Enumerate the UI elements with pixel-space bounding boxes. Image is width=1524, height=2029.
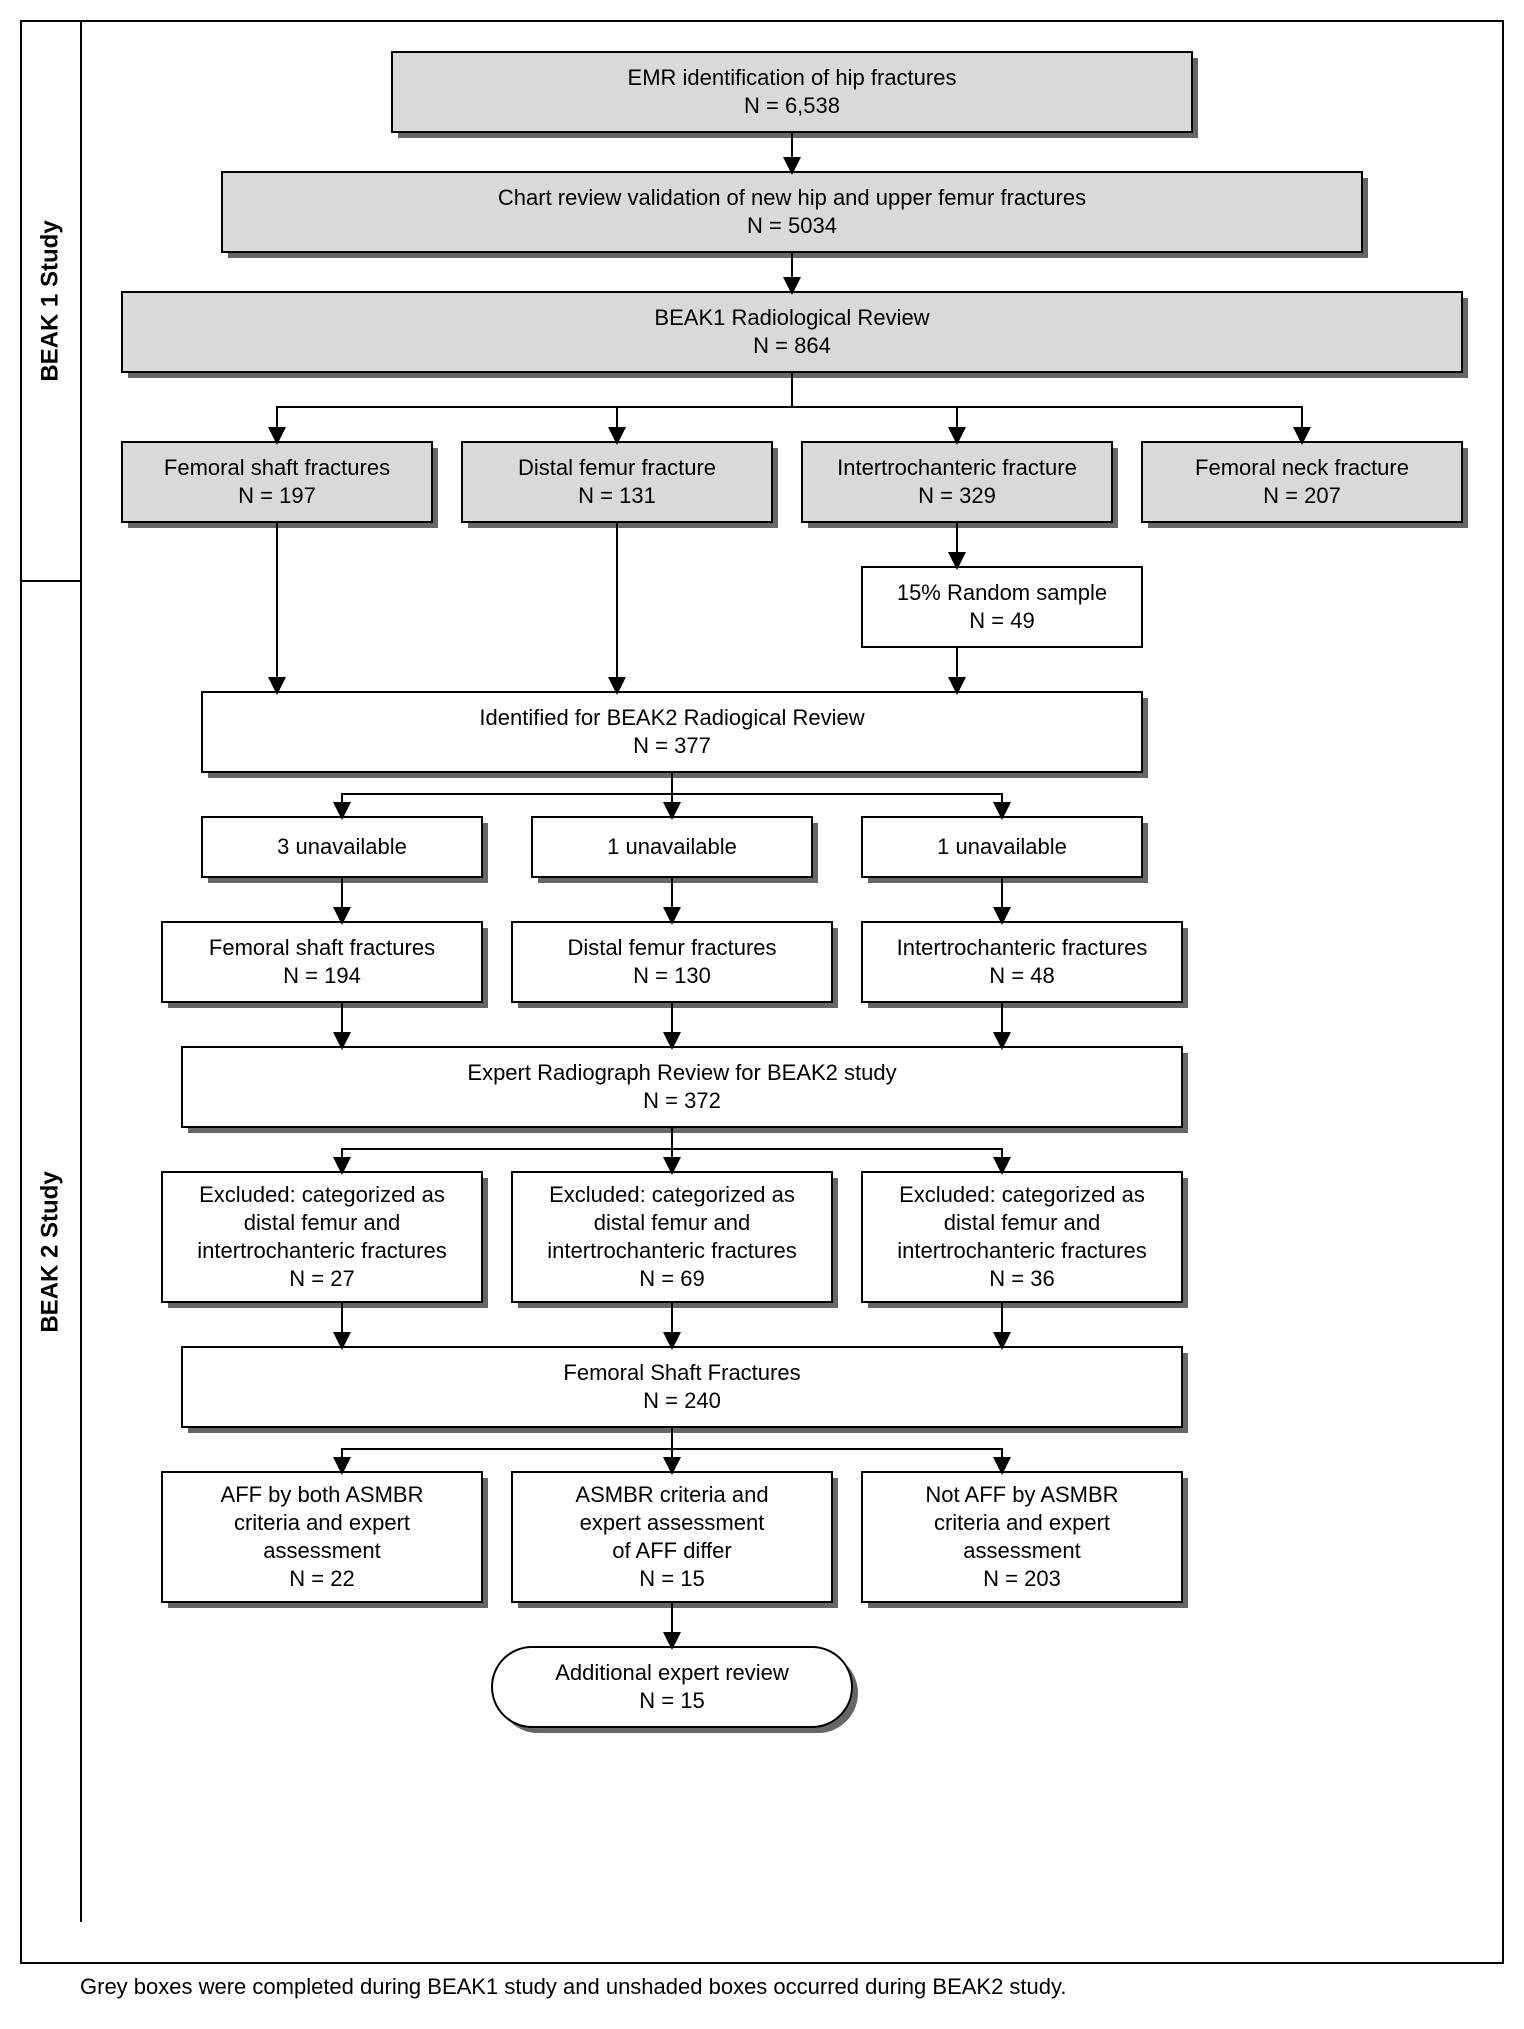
node-n12c-line2: criteria and expert [934, 1510, 1110, 1535]
node-n8c [862, 922, 1182, 1002]
node-n4a-line1: Femoral shaft fractures [164, 455, 390, 480]
edge [672, 1427, 1002, 1472]
node-n8b [512, 922, 832, 1002]
node-n8b-line2: N = 130 [633, 963, 711, 988]
node-n11 [182, 1347, 1182, 1427]
node-n4a [122, 442, 432, 522]
node-n8a [162, 922, 482, 1002]
node-n7a-line1: 3 unavailable [277, 834, 407, 859]
node-n4d-line2: N = 207 [1263, 483, 1341, 508]
flowchart-content: EMR identification of hip fractures N = 6… [82, 22, 1502, 1962]
sidebar-beak1-label: BEAK 1 Study [37, 220, 65, 381]
node-n12b-line2: expert assessment [580, 1510, 765, 1535]
node-n2 [222, 172, 1362, 252]
node-n7c-line1: 1 unavailable [937, 834, 1067, 859]
node-n7b-line1: 1 unavailable [607, 834, 737, 859]
node-n9-line2: N = 372 [643, 1088, 721, 1113]
node-n1-line1: EMR identification of hip fractures [628, 65, 957, 90]
node-n11-line2: N = 240 [643, 1388, 721, 1413]
sidebar-beak2-label: BEAK 2 Study [37, 1171, 65, 1332]
node-n12a-line1: AFF by both ASMBR [221, 1482, 424, 1507]
edge [342, 1127, 672, 1172]
node-n12a-line3: assessment [263, 1538, 380, 1563]
node-n10b-line3: intertrochanteric fractures [547, 1238, 796, 1263]
node-n11-line1: Femoral Shaft Fractures [563, 1360, 800, 1385]
node-n12a-line2: criteria and expert [234, 1510, 410, 1535]
node-n8b-line1: Distal femur fractures [567, 935, 776, 960]
node-n10c-line4: N = 36 [989, 1266, 1054, 1291]
node-n2-line2: N = 5034 [747, 213, 837, 238]
node-n8a-line1: Femoral shaft fractures [209, 935, 435, 960]
node-n12b-line1: ASMBR criteria and [575, 1482, 768, 1507]
node-n10b-line2: distal femur and [594, 1210, 751, 1235]
edge [672, 1127, 1002, 1172]
node-n3 [122, 292, 1462, 372]
node-n13-line2: N = 15 [639, 1688, 704, 1713]
node-n10c-line1: Excluded: categorized as [899, 1182, 1145, 1207]
node-n13 [492, 1647, 852, 1727]
node-n5-line1: 15% Random sample [897, 580, 1107, 605]
node-n5-line2: N = 49 [969, 608, 1034, 633]
node-n5 [862, 567, 1142, 647]
node-n10a-line1: Excluded: categorized as [199, 1182, 445, 1207]
node-n1-line2: N = 6,538 [744, 93, 840, 118]
node-n12c-line3: assessment [963, 1538, 1080, 1563]
node-n6 [202, 692, 1142, 772]
boxes: EMR identification of hip fractures N = 6… [122, 52, 1468, 1733]
edge [672, 772, 1002, 817]
node-n12b-line3: of AFF differ [612, 1538, 731, 1563]
node-n2-line1: Chart review validation of new hip and u… [498, 185, 1086, 210]
node-n10a-line2: distal femur and [244, 1210, 401, 1235]
node-n4c-line2: N = 329 [918, 483, 996, 508]
node-n12c-line4: N = 203 [983, 1566, 1061, 1591]
node-n4c [802, 442, 1112, 522]
node-n8c-line1: Intertrochanteric fractures [897, 935, 1148, 960]
node-n8c-line2: N = 48 [989, 963, 1054, 988]
node-n6-line2: N = 377 [633, 733, 711, 758]
node-n10a-line3: intertrochanteric fractures [197, 1238, 446, 1263]
edge [617, 372, 792, 442]
node-n8a-line2: N = 194 [283, 963, 361, 988]
sidebar: BEAK 1 Study BEAK 2 Study [22, 22, 82, 1962]
node-n4b-line1: Distal femur fracture [518, 455, 716, 480]
edge [342, 1427, 672, 1472]
edge [342, 772, 672, 817]
node-n13-line1: Additional expert review [555, 1660, 789, 1685]
node-n4d [1142, 442, 1462, 522]
node-n10b-line1: Excluded: categorized as [549, 1182, 795, 1207]
node-n10a-line4: N = 27 [289, 1266, 354, 1291]
node-n4c-line1: Intertrochanteric fracture [837, 455, 1077, 480]
caption: Grey boxes were completed during BEAK1 s… [20, 1974, 1504, 2000]
node-n12b-line4: N = 15 [639, 1566, 704, 1591]
node-n1 [392, 52, 1192, 132]
node-n10b-line4: N = 69 [639, 1266, 704, 1291]
node-n12a-line4: N = 22 [289, 1566, 354, 1591]
node-n6-line1: Identified for BEAK2 Radiogical Review [479, 705, 864, 730]
node-n4d-line1: Femoral neck fracture [1195, 455, 1409, 480]
node-n10c-line2: distal femur and [944, 1210, 1101, 1235]
node-n3-line1: BEAK1 Radiological Review [654, 305, 929, 330]
node-n4b-line2: N = 131 [578, 483, 656, 508]
flowchart-frame: BEAK 1 Study BEAK 2 Study EMR identifica… [20, 20, 1504, 1964]
node-n10c-line3: intertrochanteric fractures [897, 1238, 1146, 1263]
sidebar-beak2: BEAK 2 Study [22, 582, 82, 1922]
node-n9 [182, 1047, 1182, 1127]
node-n4a-line2: N = 197 [238, 483, 316, 508]
node-n3-line2: N = 864 [753, 333, 831, 358]
edge [792, 372, 1302, 442]
sidebar-beak1: BEAK 1 Study [22, 22, 82, 582]
node-n9-line1: Expert Radiograph Review for BEAK2 study [467, 1060, 896, 1085]
node-n4b [462, 442, 772, 522]
node-n12c-line1: Not AFF by ASMBR [925, 1482, 1118, 1507]
flowchart-svg: EMR identification of hip fractures N = 6… [102, 42, 1482, 1942]
